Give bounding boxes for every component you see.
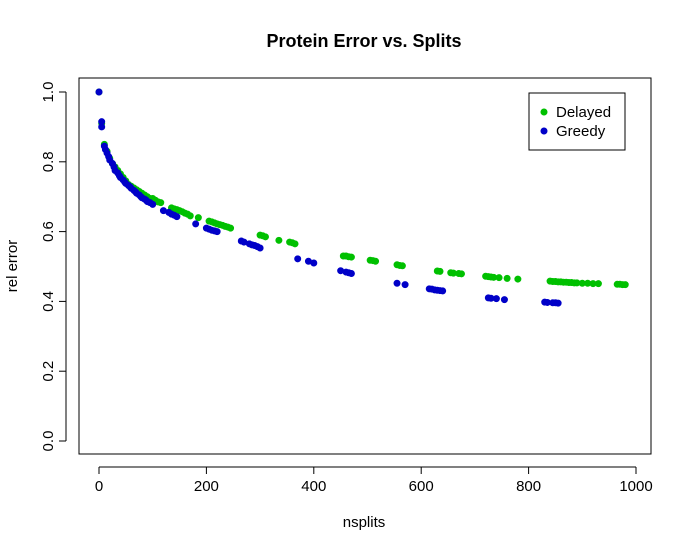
- y-axis-label: rel error: [4, 240, 21, 293]
- data-point-greedy: [492, 295, 500, 303]
- data-point-delayed: [398, 262, 406, 270]
- y-tick-label: 0.0: [40, 431, 57, 452]
- x-axis: 0 200 400 600 800 1000: [95, 466, 653, 495]
- data-point-greedy: [213, 228, 221, 236]
- legend-marker-delayed: [540, 108, 548, 116]
- data-point-greedy: [401, 281, 409, 289]
- data-point-greedy: [393, 279, 401, 287]
- data-point-greedy: [192, 220, 200, 228]
- data-point-greedy: [149, 200, 157, 208]
- data-point-greedy: [98, 123, 106, 131]
- legend-label-greedy: Greedy: [556, 123, 606, 140]
- x-tick-label: 1000: [619, 478, 652, 495]
- legend: Delayed Greedy: [528, 92, 626, 151]
- y-axis: 0.0 0.2 0.4 0.6 0.8 1.0: [40, 82, 67, 452]
- data-points: [95, 88, 629, 307]
- data-point-delayed: [621, 281, 629, 289]
- y-tick-label: 0.6: [40, 221, 57, 242]
- legend-label-delayed: Delayed: [556, 104, 611, 121]
- data-point-delayed: [436, 267, 444, 275]
- data-point-delayed: [275, 236, 283, 244]
- data-point-delayed: [261, 233, 269, 241]
- data-point-delayed: [157, 199, 165, 207]
- y-tick-label: 0.8: [40, 151, 57, 172]
- data-point-greedy: [310, 259, 318, 267]
- series-greedy: [95, 88, 562, 307]
- data-point-delayed: [194, 214, 202, 222]
- data-point-greedy: [256, 244, 264, 252]
- x-tick-label: 0: [95, 478, 103, 495]
- x-tick-label: 800: [516, 478, 541, 495]
- data-point-delayed: [291, 240, 299, 248]
- data-point-delayed: [186, 212, 194, 220]
- data-point-delayed: [495, 274, 503, 282]
- data-point-delayed: [372, 257, 380, 265]
- chart-title: Protein Error vs. Splits: [266, 31, 461, 51]
- data-point-greedy: [95, 88, 103, 96]
- x-tick-label: 200: [194, 478, 219, 495]
- x-axis-label: nsplits: [343, 514, 386, 531]
- x-tick-label: 400: [301, 478, 326, 495]
- data-point-delayed: [594, 280, 602, 288]
- data-point-greedy: [554, 299, 562, 307]
- plot-frame: [78, 77, 652, 455]
- data-point-greedy: [500, 296, 508, 304]
- data-point-delayed: [503, 274, 511, 282]
- y-tick-label: 1.0: [40, 82, 57, 103]
- data-point-delayed: [457, 270, 465, 278]
- data-point-delayed: [514, 275, 522, 283]
- data-point-delayed: [347, 253, 355, 261]
- data-point-greedy: [439, 287, 447, 295]
- data-point-greedy: [347, 269, 355, 277]
- y-tick-label: 0.4: [40, 291, 57, 312]
- legend-box: [528, 92, 626, 151]
- data-point-greedy: [294, 255, 302, 263]
- x-tick-label: 600: [409, 478, 434, 495]
- data-point-greedy: [173, 213, 181, 221]
- data-point-delayed: [227, 224, 235, 232]
- y-tick-label: 0.2: [40, 361, 57, 382]
- legend-marker-greedy: [540, 127, 548, 135]
